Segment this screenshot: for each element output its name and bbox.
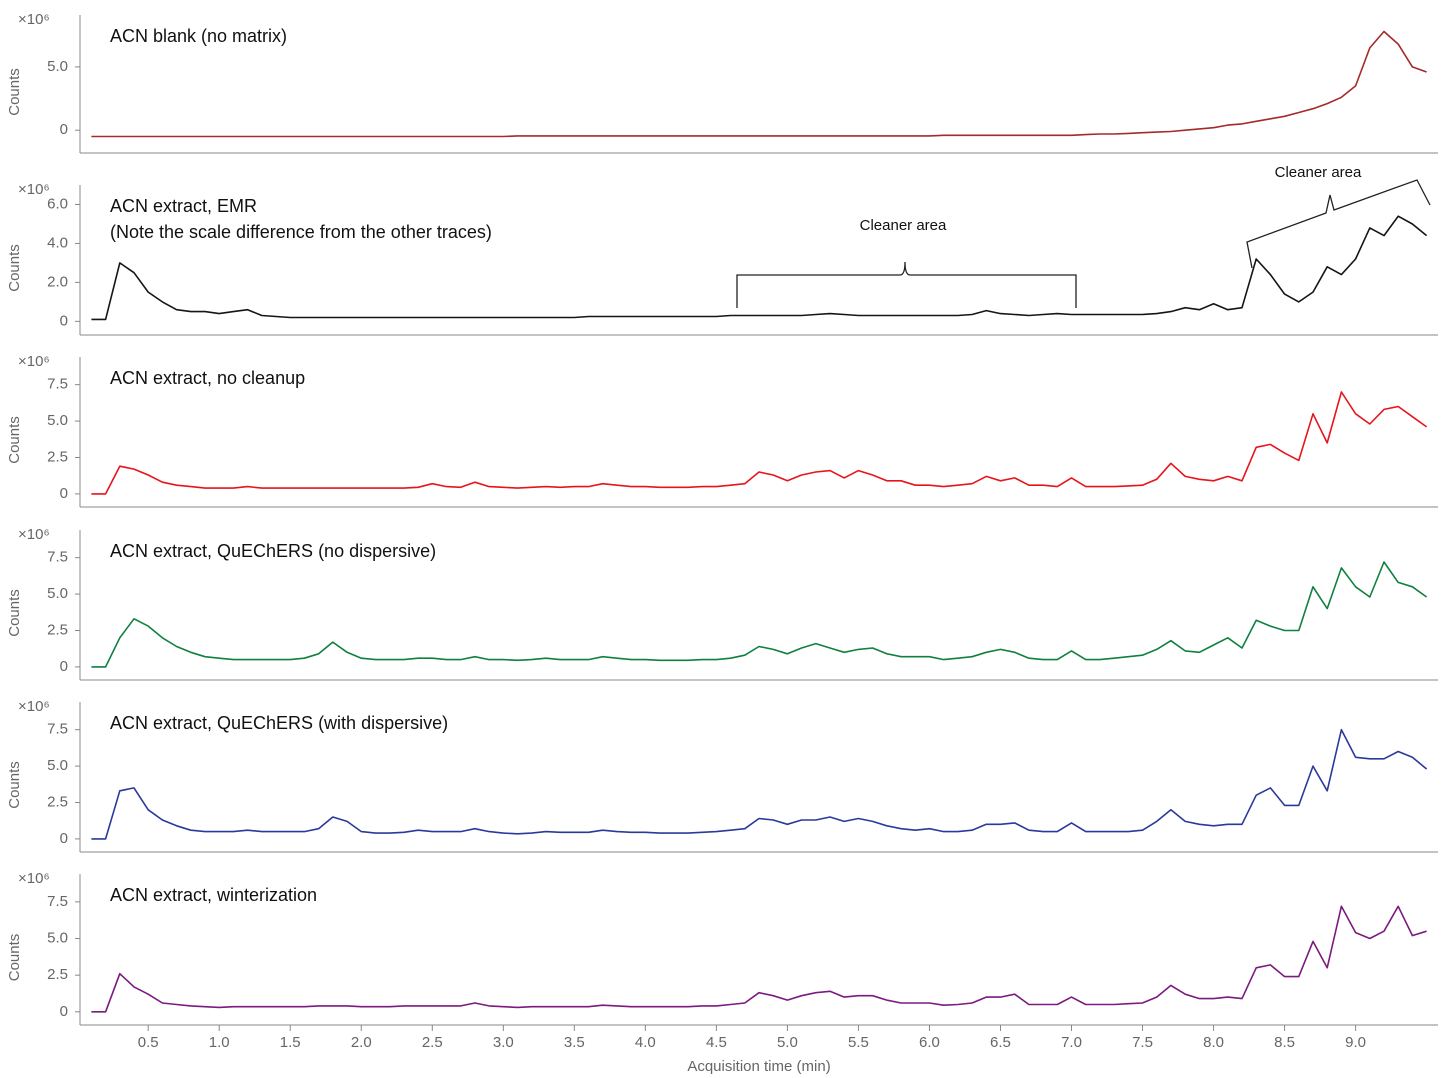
y-tick-label: 4.0 (47, 234, 68, 251)
trace (91, 561, 1428, 668)
x-tick-label: 7.0 (1061, 1034, 1082, 1051)
y-axis-label: Counts (6, 761, 23, 809)
y-tick-label: 5.0 (47, 929, 68, 946)
x-tick-label: 1.5 (280, 1034, 301, 1051)
x-tick-label: 5.5 (848, 1034, 869, 1051)
y-axis-label: Counts (6, 68, 23, 116)
y-tick-label: 0 (60, 121, 68, 138)
y-tick-label: 7.5 (47, 721, 68, 738)
x-tick-label: 4.0 (635, 1034, 656, 1051)
trace (91, 391, 1428, 495)
y-multiplier: ×10⁶ (18, 870, 50, 887)
trace (91, 728, 1428, 840)
y-tick-label: 6.0 (47, 195, 68, 212)
x-tick-label: 2.0 (351, 1034, 372, 1051)
panel-title: ACN extract, no cleanup (110, 368, 305, 388)
y-tick-label: 7.5 (47, 893, 68, 910)
y-tick-label: 2.5 (47, 621, 68, 638)
x-tick-label: 8.0 (1203, 1034, 1224, 1051)
y-multiplier: ×10⁶ (18, 698, 50, 715)
y-tick-label: 2.0 (47, 273, 68, 290)
y-tick-label: 0 (60, 485, 68, 502)
x-tick-label: 2.5 (422, 1034, 443, 1051)
y-multiplier: ×10⁶ (18, 181, 50, 198)
x-tick-label: 7.5 (1132, 1034, 1153, 1051)
y-multiplier: ×10⁶ (18, 353, 50, 370)
trace (91, 30, 1427, 138)
y-tick-label: 5.0 (47, 58, 68, 75)
x-tick-label: 9.0 (1345, 1034, 1366, 1051)
y-tick-label: 0 (60, 1003, 68, 1020)
y-tick-label: 5.0 (47, 757, 68, 774)
y-tick-label: 5.0 (47, 412, 68, 429)
panel-title: ACN blank (no matrix) (110, 26, 287, 46)
y-tick-label: 7.5 (47, 549, 68, 566)
y-axis-label: Counts (6, 934, 23, 982)
panel-subtitle: (Note the scale difference from the othe… (110, 222, 492, 242)
annotation: Cleaner area (860, 217, 947, 234)
y-axis-label: Counts (6, 589, 23, 637)
y-tick-label: 5.0 (47, 585, 68, 602)
annotation: Cleaner area (1275, 164, 1362, 181)
y-tick-label: 2.5 (47, 448, 68, 465)
trace (91, 215, 1428, 321)
panel-title: ACN extract, winterization (110, 885, 317, 905)
bracket (736, 261, 1077, 308)
x-tick-label: 6.0 (919, 1034, 940, 1051)
x-tick-label: 6.5 (990, 1034, 1011, 1051)
x-tick-label: 0.5 (138, 1034, 159, 1051)
panel-title: ACN extract, QuEChERS (with dispersive) (110, 713, 448, 733)
y-multiplier: ×10⁶ (18, 11, 50, 28)
x-tick-label: 1.0 (209, 1034, 230, 1051)
y-tick-label: 7.5 (47, 376, 68, 393)
trace (91, 905, 1427, 1013)
panel-title: ACN extract, EMR (110, 196, 257, 216)
x-tick-label: 3.0 (493, 1034, 514, 1051)
panel-title: ACN extract, QuEChERS (no dispersive) (110, 541, 436, 561)
y-multiplier: ×10⁶ (18, 526, 50, 543)
y-tick-label: 0 (60, 312, 68, 329)
y-axis-label: Counts (6, 416, 23, 464)
x-tick-label: 5.0 (777, 1034, 798, 1051)
y-tick-label: 0 (60, 830, 68, 847)
y-tick-label: 2.5 (47, 793, 68, 810)
x-tick-label: 4.5 (706, 1034, 727, 1051)
y-axis-label: Counts (6, 244, 23, 292)
y-tick-label: 2.5 (47, 966, 68, 983)
x-tick-label: 8.5 (1274, 1034, 1295, 1051)
bracket (1246, 179, 1431, 269)
x-tick-label: 3.5 (564, 1034, 585, 1051)
y-tick-label: 0 (60, 658, 68, 675)
x-axis-label: Acquisition time (min) (687, 1058, 830, 1075)
